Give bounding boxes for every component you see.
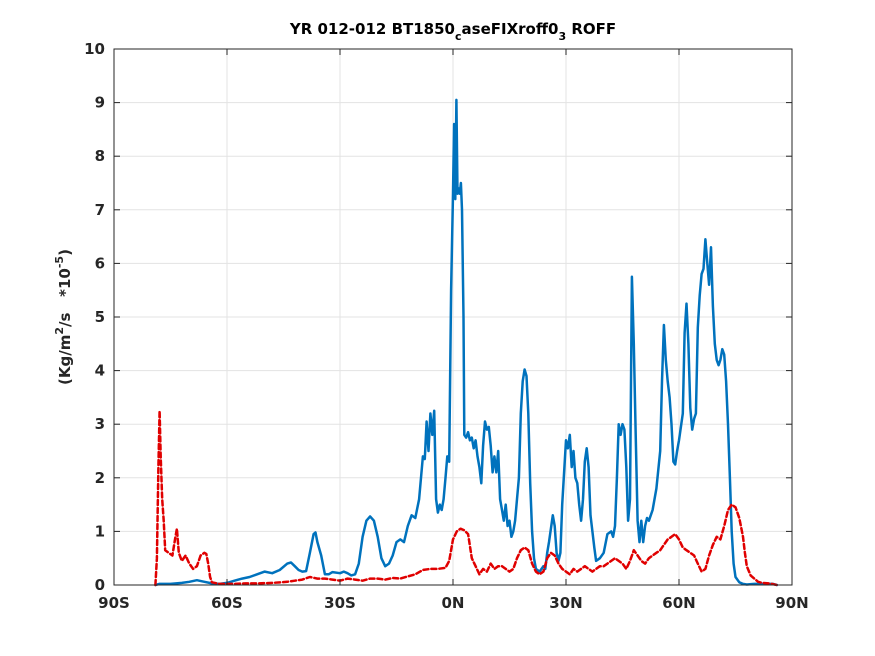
x-tick-label: 90N (775, 594, 808, 612)
chart-title-main: YR 012-012 BT1850 (289, 20, 455, 38)
y-tick-label: 4 (95, 362, 105, 380)
x-tick-label: 90S (98, 594, 130, 612)
y-tick-label: 1 (95, 522, 105, 540)
y-axis-label-part3: ) (56, 249, 74, 256)
series-line-solid (154, 98, 779, 587)
y-tick-label: 5 (95, 308, 105, 326)
y-tick-label: 6 (95, 254, 105, 272)
y-tick-label: 0 (95, 576, 105, 594)
tick-group: 90S 60S 30S 0N 30N 60N 90N 0 1 2 3 4 5 6 7 8 9 10 (84, 40, 809, 612)
y-axis-label-sup2: -5 (53, 256, 66, 268)
y-axis-label: (Kg/m2/s *10-5) (53, 249, 74, 385)
chart-title: YR 012-012 BT1850caseFIXroff03 ROFF (289, 20, 616, 43)
y-tick-label: 3 (95, 415, 105, 433)
chart-title-mid: aseFIXroff0 (462, 20, 559, 38)
y-tick-label: 7 (95, 201, 105, 219)
y-axis-label-part2: /s *10 (56, 268, 74, 327)
y-tick-label: 8 (95, 147, 105, 165)
y-tick-label: 10 (84, 40, 105, 58)
y-axis-label-part1: (Kg/m (56, 335, 74, 385)
x-tick-label: 60S (211, 594, 243, 612)
chart-title-end: ROFF (566, 20, 616, 38)
y-tick-label: 2 (95, 469, 105, 487)
y-tick-label: 9 (95, 94, 105, 112)
chart-title-sub2: 3 (558, 30, 566, 43)
x-tick-label: 30N (549, 594, 582, 612)
y-axis-label-sup1: 2 (53, 327, 66, 335)
x-tick-label: 0N (442, 594, 465, 612)
series-group (154, 98, 779, 587)
series-line-dashed (154, 409, 779, 587)
x-tick-label: 60N (662, 594, 695, 612)
chart-title-sub1: c (455, 30, 462, 43)
x-tick-label: 30S (324, 594, 356, 612)
